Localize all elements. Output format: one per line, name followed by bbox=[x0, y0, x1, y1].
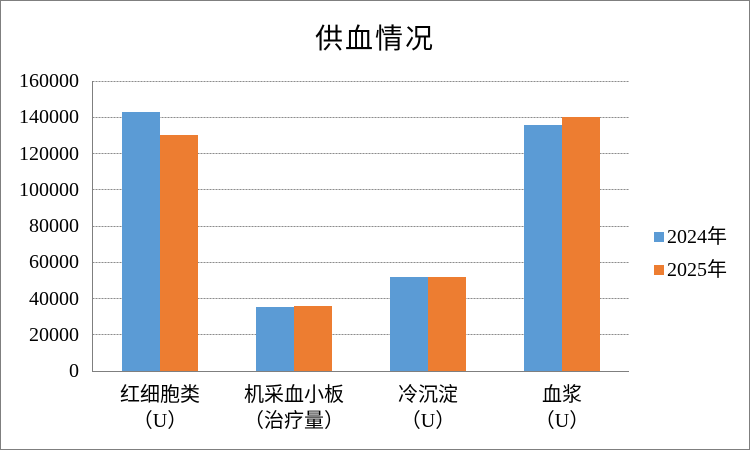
gridline bbox=[93, 334, 629, 336]
y-tick-label: 80000 bbox=[29, 215, 79, 237]
gridline bbox=[93, 116, 629, 118]
legend-swatch-2025-icon bbox=[654, 265, 664, 275]
bar-series1-cat3[interactable] bbox=[562, 116, 600, 371]
bar-series0-cat1[interactable] bbox=[256, 306, 294, 371]
y-tick-label: 120000 bbox=[19, 142, 79, 165]
y-tick-label: 40000 bbox=[29, 287, 79, 310]
gridline bbox=[93, 80, 629, 82]
legend-item-2024[interactable]: 2024年 bbox=[654, 225, 727, 249]
y-tick-label: 20000 bbox=[29, 323, 79, 346]
gridline bbox=[93, 225, 629, 227]
bar-series1-cat0[interactable] bbox=[160, 135, 198, 371]
x-axis-line bbox=[93, 371, 629, 372]
plot-area bbox=[93, 80, 629, 371]
bar-series1-cat1[interactable] bbox=[294, 305, 332, 371]
legend-item-2025[interactable]: 2025年 bbox=[654, 258, 727, 282]
x-category-label: 血浆 （U） bbox=[534, 384, 590, 432]
gridline bbox=[93, 189, 629, 191]
legend-swatch-2024-icon bbox=[654, 232, 664, 242]
gridline bbox=[93, 298, 629, 299]
x-category-label: 红细胞类 （U） bbox=[120, 384, 200, 432]
bar-series0-cat3[interactable] bbox=[524, 125, 562, 371]
legend: 2024年 2025年 bbox=[654, 225, 727, 291]
bar-series1-cat2[interactable] bbox=[428, 276, 466, 371]
gridline bbox=[93, 261, 629, 263]
y-tick-label: 60000 bbox=[29, 251, 79, 274]
x-category-label: 机采血小板 （治疗量） bbox=[244, 384, 344, 432]
x-category-label: 冷沉淀 （U） bbox=[398, 384, 458, 432]
bar-series0-cat2[interactable] bbox=[390, 276, 428, 371]
chart-title[interactable]: 供血情况 bbox=[314, 24, 435, 55]
legend-label-2024: 2024年 bbox=[667, 226, 727, 248]
legend-label-2025: 2025年 bbox=[667, 259, 727, 281]
y-tick-label: 140000 bbox=[19, 106, 79, 129]
y-tick-label: 160000 bbox=[19, 70, 79, 92]
bar-series0-cat0[interactable] bbox=[122, 111, 160, 371]
y-tick-label: 100000 bbox=[19, 178, 79, 201]
gridline bbox=[93, 153, 629, 154]
y-tick-label: 0 bbox=[69, 360, 79, 382]
y-axis-line bbox=[92, 81, 93, 372]
